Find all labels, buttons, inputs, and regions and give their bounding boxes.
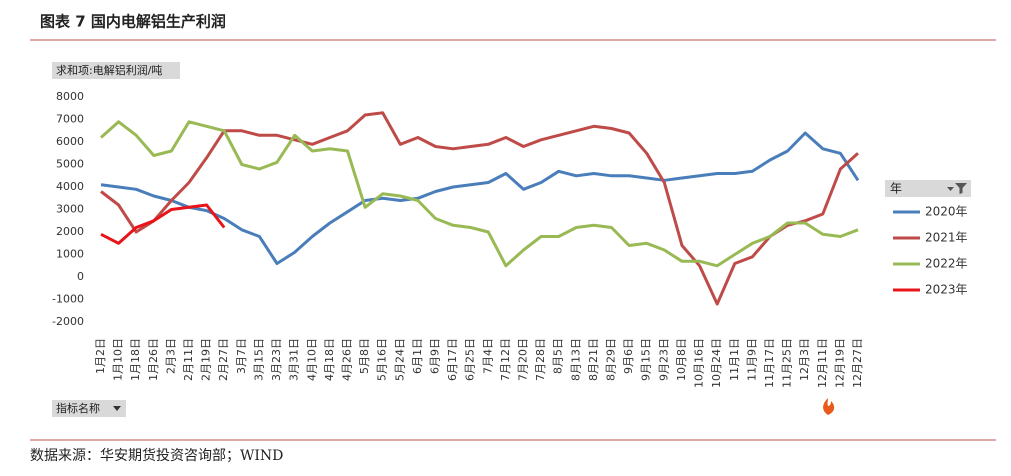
series-line xyxy=(100,131,860,265)
x-tick-label: 3月23日 xyxy=(270,338,283,381)
dropdown-arrow xyxy=(113,406,121,411)
x-tick-label: 4月10日 xyxy=(305,338,318,381)
title: 图表 7 国内电解铝生产利润 xyxy=(40,13,226,31)
x-tick-label: 5月24日 xyxy=(393,338,406,381)
x-tick-label: 9月6日 xyxy=(622,338,635,374)
x-tick-label: 3月31日 xyxy=(288,338,301,381)
x-tick-label: 4月18日 xyxy=(323,338,336,381)
legend-label: 2022年 xyxy=(925,257,968,271)
x-tick-label: 8月5日 xyxy=(552,338,565,374)
legend-label: 2023年 xyxy=(925,283,968,297)
x-tick-label: 10月8日 xyxy=(675,338,688,381)
y-tick-label: 6000 xyxy=(56,135,84,148)
filter-icon xyxy=(947,183,967,194)
fire-icon xyxy=(823,398,835,415)
y-tick-label: -1000 xyxy=(52,293,84,306)
x-tick-label: 7月20日 xyxy=(517,338,530,381)
y-tick-label: 3000 xyxy=(56,203,84,216)
y-tick-label: 1000 xyxy=(56,248,84,261)
x-tick-label: 12月11日 xyxy=(816,338,829,388)
x-tick-label: 2月27日 xyxy=(217,338,230,381)
legend-label: 2021年 xyxy=(925,231,968,245)
x-tick-label: 2月3日 xyxy=(164,338,177,374)
source: 数据来源：华安期货投资咨询部；WIND xyxy=(30,447,283,464)
x-tick-label: 8月13日 xyxy=(569,338,582,381)
value-field: 求和项:电解铝利润/吨 xyxy=(56,63,162,77)
y-tick-label: 5000 xyxy=(56,158,84,171)
x-tick-label: 6月9日 xyxy=(428,338,441,374)
legend-title: 年 xyxy=(890,182,902,196)
filter-field: 指标名称 xyxy=(56,401,100,415)
x-tick-label: 3月15日 xyxy=(252,338,265,381)
x-tick-label: 11月9日 xyxy=(745,338,758,381)
x-tick-label: 12月27日 xyxy=(851,338,864,388)
x-tick-label: 2月11日 xyxy=(182,338,195,381)
x-tick-label: 7月28日 xyxy=(534,338,547,381)
x-tick-label: 1月2日 xyxy=(94,338,107,374)
x-tick-label: 7月4日 xyxy=(481,338,494,374)
x-tick-label: 10月16日 xyxy=(693,338,706,388)
series-line xyxy=(100,120,859,268)
x-tick-label: 1月18日 xyxy=(129,338,142,381)
x-tick-label: 4月26日 xyxy=(340,338,353,381)
value-field-button xyxy=(52,62,180,79)
x-tick-label: 5月16日 xyxy=(376,338,389,381)
legend-header[interactable] xyxy=(885,180,971,197)
x-tick-label: 10月24日 xyxy=(710,338,723,388)
x-tick-label: 9月23日 xyxy=(657,338,670,381)
y-tick-label: 8000 xyxy=(56,90,84,103)
x-tick-label: 8月21日 xyxy=(587,338,600,381)
x-tick-label: 11月1日 xyxy=(728,338,741,381)
y-tick-label: 7000 xyxy=(56,113,84,126)
x-tick-label: 1月10日 xyxy=(112,338,125,381)
y-tick-label: 4000 xyxy=(56,180,84,193)
x-tick-label: 11月25日 xyxy=(781,338,794,388)
x-tick-label: 7月12日 xyxy=(499,338,512,381)
y-tick-label: 0 xyxy=(77,270,84,283)
x-tick-label: 1月26日 xyxy=(147,338,160,381)
series-line xyxy=(100,111,859,306)
x-tick-label: 11月17日 xyxy=(763,338,776,388)
x-tick-label: 6月25日 xyxy=(464,338,477,381)
series-line xyxy=(100,203,226,245)
x-tick-label: 5月8日 xyxy=(358,338,371,374)
x-tick-label: 6月1日 xyxy=(411,338,424,374)
x-tick-label: 2月19日 xyxy=(200,338,213,381)
x-tick-label: 6月17日 xyxy=(446,338,459,381)
x-tick-label: 3月7日 xyxy=(235,338,248,374)
y-tick-label: 2000 xyxy=(56,225,84,238)
x-tick-label: 12月3日 xyxy=(798,338,811,381)
x-tick-label: 8月29日 xyxy=(605,338,618,381)
x-tick-label: 9月15日 xyxy=(640,338,653,381)
y-tick-label: -2000 xyxy=(52,315,84,328)
legend-label: 2020年 xyxy=(925,205,968,219)
filter-button[interactable] xyxy=(52,400,126,417)
x-tick-label: 12月19日 xyxy=(833,338,846,388)
